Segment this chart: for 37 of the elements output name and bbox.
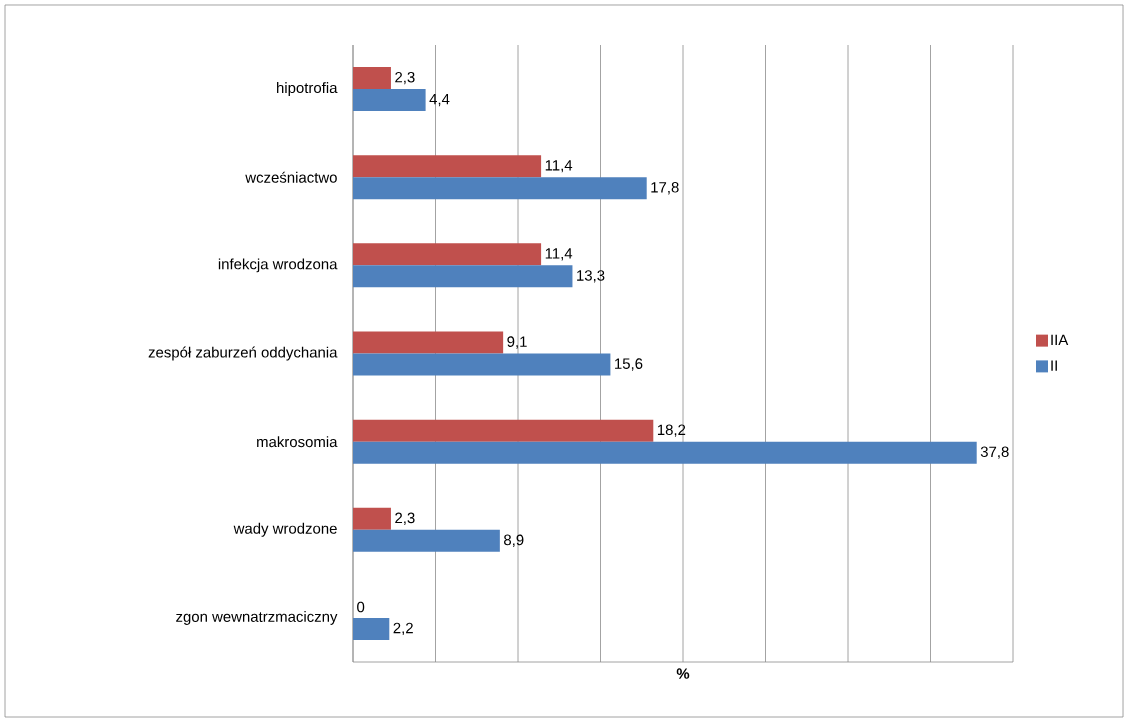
bar <box>353 331 504 354</box>
legend-label: II <box>1051 360 1057 371</box>
data-label: 9,1 <box>507 336 527 349</box>
bar <box>353 441 977 464</box>
bar <box>353 67 391 90</box>
y-tick-label: zespół zaburzeń oddychania <box>148 346 338 361</box>
data-label: 18,2 <box>657 424 686 437</box>
x-axis-title: % <box>676 668 690 679</box>
data-label: 15,6 <box>615 358 643 371</box>
data-label: 13,3 <box>577 270 605 283</box>
bar <box>353 529 500 552</box>
y-tick-label: wcześniactwo <box>245 171 337 183</box>
data-label: 11,4 <box>545 248 573 261</box>
bar <box>353 155 542 178</box>
bar <box>353 243 542 266</box>
data-label: 17,8 <box>651 182 679 195</box>
bar <box>353 177 647 200</box>
bar <box>353 419 654 442</box>
data-label: 2,2 <box>393 622 413 636</box>
y-tick-label: wady wrodzone <box>233 522 337 537</box>
legend-label: IIA <box>1051 334 1069 346</box>
bar <box>353 353 611 376</box>
data-label: 8,9 <box>504 534 524 547</box>
bar <box>353 265 573 288</box>
data-label: 37,8 <box>980 446 1009 459</box>
bar <box>353 89 426 112</box>
bar <box>353 507 391 530</box>
y-tick-label: makrosomia <box>257 436 338 448</box>
y-tick-label: hipotrofia <box>277 82 338 97</box>
y-tick-label: zgon wewnatrzmaciczny <box>176 610 338 625</box>
data-label: 0 <box>357 601 365 613</box>
data-label: 2,3 <box>395 512 415 525</box>
data-label: 11,4 <box>545 160 573 173</box>
data-label: 4,4 <box>429 93 450 107</box>
data-label: 2,3 <box>395 71 415 85</box>
y-tick-label: infekcja wrodzona <box>218 258 338 273</box>
bar <box>353 617 390 640</box>
